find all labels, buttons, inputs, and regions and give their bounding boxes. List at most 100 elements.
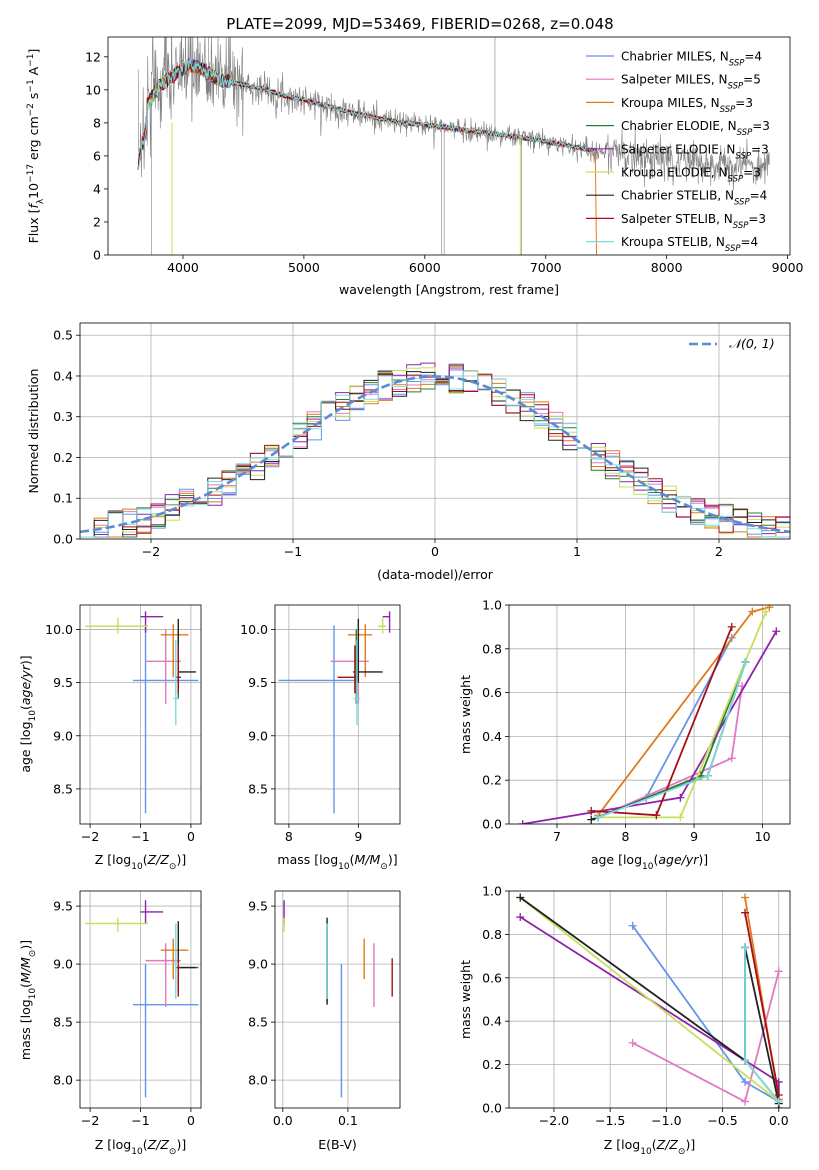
weight-marker [676, 813, 685, 822]
y-tick-label: 0.4 [53, 368, 73, 383]
x-axis-label: Z [log10(Z/Z⊙)] [95, 852, 186, 872]
errorbar-point [160, 938, 189, 980]
weight-marker [587, 806, 596, 815]
y-tick-label: 0.6 [482, 970, 502, 985]
y-tick-label: 8.5 [248, 1015, 268, 1030]
weight-marker [762, 607, 771, 616]
y-tick-label: 10.0 [45, 622, 73, 637]
y-tick-label: 10 [85, 82, 101, 97]
errorbar-point [140, 611, 164, 633]
axes-frame [274, 890, 401, 1109]
x-tick-label: 4000 [167, 260, 199, 275]
panel-residuals: −2 −1 0 1 2 0.0 0.1 0.2 0.3 0.4 0.5 (data-model)/er… [26, 322, 791, 582]
y-tick-label: 8.0 [53, 1073, 73, 1088]
errorbar-point [353, 640, 361, 726]
x-tick-label: −1 [131, 829, 149, 844]
y-tick-label: 4 [93, 181, 101, 196]
x-tick-label: 10 [755, 829, 771, 844]
y-tick-label: 2 [93, 214, 101, 229]
x-axis-label: mass [log10(M/M⊙)] [277, 852, 397, 872]
weight-marker [652, 811, 661, 820]
panel-age-vs-mass: 8 9 8.5 9.0 9.5 10.0 mass [log10(M/M⊙)] [240, 604, 401, 872]
errorbar-point [85, 617, 149, 634]
plot-area [80, 362, 790, 538]
errorbar-point [145, 629, 181, 704]
legend-label: Salpeter ELODIE, NSSP=3 [621, 142, 769, 161]
y-tick-label: 0.4 [482, 729, 502, 744]
y-tick-label: 1.0 [482, 598, 502, 613]
weight-marker [516, 893, 525, 902]
weight-marker [628, 1038, 637, 1047]
x-axis-label: Z [log10(Z/Z⊙)] [604, 1137, 695, 1157]
errorbar-point [173, 923, 179, 999]
y-tick-label: 6 [93, 148, 101, 163]
axes-frame [508, 604, 791, 825]
errorbar-point [177, 921, 196, 991]
x-tick-label: 0 [187, 829, 195, 844]
axes-frame [107, 36, 791, 256]
weight-line-chabrier-elodie [597, 661, 747, 819]
panel-weight-vs-age: 7 8 9 10 0.0 0.2 0.4 0.6 0.8 1.0 age [log10(age/yr… [458, 598, 791, 872]
weight-marker [774, 967, 783, 976]
y-tick-label: 0.6 [482, 685, 502, 700]
weight-line-kroupa-stelib [597, 661, 747, 819]
weight-marker [741, 657, 750, 666]
plot-area [283, 900, 393, 1098]
weight-line-kroupa-elodie [519, 896, 780, 1103]
legend-label: Chabrier ELODIE, NSSP=3 [621, 119, 770, 138]
x-tick-label: −1.5 [595, 1113, 625, 1128]
y-tick-label: 8 [93, 115, 101, 130]
x-tick-label: 8 [622, 829, 630, 844]
weight-marker [594, 813, 603, 822]
x-tick-label: 2 [715, 544, 723, 559]
y-tick-label: 0.3 [53, 409, 73, 424]
weight-marker [703, 771, 712, 780]
normal-curve [80, 375, 790, 534]
y-tick-label: 9.5 [248, 675, 268, 690]
x-tick-label: 0 [187, 1113, 195, 1128]
weight-marker [748, 607, 757, 616]
weight-marker [741, 1097, 750, 1106]
plot-area [137, 37, 770, 255]
legend-label: Kroupa MILES, NSSP=3 [621, 96, 753, 115]
x-tick-label: −1 [131, 1113, 149, 1128]
weight-line-salpeter-stelib [744, 912, 780, 1096]
legend-label: Salpeter STELIB, NSSP=3 [621, 212, 766, 231]
x-axis-label: age [log10(age/yr)] [591, 852, 708, 872]
x-axis-label: E(B-V) [318, 1137, 357, 1152]
y-tick-label: 9.5 [248, 899, 268, 914]
legend: Chabrier MILES, NSSP=4 Salpeter MILES, NS… [586, 50, 770, 254]
legend: 𝒩(0, 1) [689, 336, 775, 351]
panel-spectrum: 4000 5000 6000 7000 8000 9000 0 2 4 6 8 10 12 wavelen… [26, 36, 804, 297]
x-tick-label: 9000 [772, 260, 804, 275]
x-tick-label: 0 [431, 544, 439, 559]
errorbar-point [382, 611, 391, 633]
x-tick-label: 6000 [409, 260, 441, 275]
weight-marker [741, 943, 750, 952]
y-tick-label: 8.5 [53, 1015, 73, 1030]
legend-label: Kroupa ELODIE, NSSP=3 [621, 166, 761, 185]
x-tick-label: −2 [81, 829, 99, 844]
y-tick-label: 0.5 [53, 328, 73, 343]
y-tick-label: 0 [93, 248, 101, 263]
axes-frame [79, 604, 202, 825]
y-axis-label: Normed distribution [26, 369, 41, 494]
errorbar-point [173, 640, 179, 726]
y-tick-label: 9.0 [53, 957, 73, 972]
x-axis-label: wavelength [Angstrom, rest frame] [339, 282, 559, 297]
axes-frame [508, 890, 791, 1109]
errorbar-point [330, 629, 369, 704]
axes-frame [79, 890, 202, 1109]
plot-area [85, 611, 199, 814]
panel-mass-vs-Z: −2 −1 0 8.0 8.5 9.0 9.5 Z [log10(Z/Z⊙)] mass [lo… [18, 890, 202, 1157]
legend-label: Salpeter MILES, NSSP=5 [621, 73, 761, 92]
y-tick-label: 8.0 [248, 1073, 268, 1088]
y-tick-label: 9.0 [53, 728, 73, 743]
y-axis-label: mass weight [458, 960, 473, 1039]
weight-marker [741, 908, 750, 917]
x-tick-label: 7000 [530, 260, 562, 275]
weight-marker [741, 893, 750, 902]
weight-marker [516, 913, 525, 922]
errorbar-point [347, 624, 373, 678]
